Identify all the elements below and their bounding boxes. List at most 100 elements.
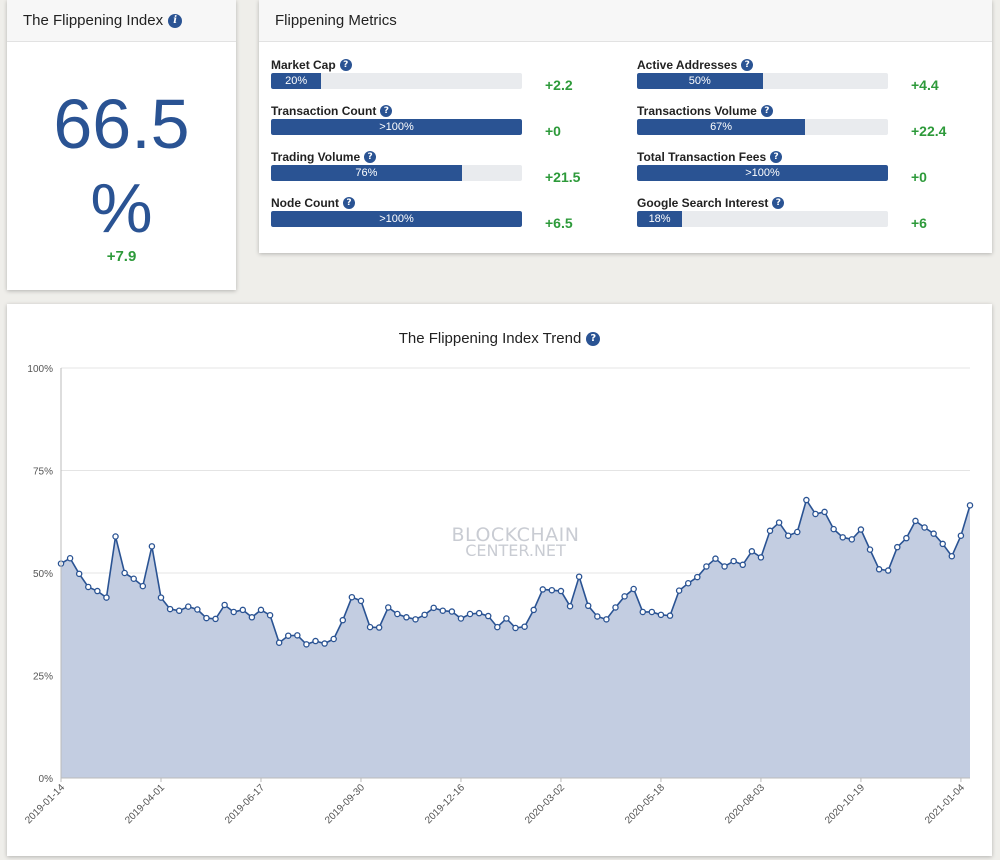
metric-change: +22.4 [911, 123, 947, 139]
y-tick-label: 25% [33, 672, 53, 683]
data-point [475, 609, 483, 617]
data-point [930, 530, 937, 537]
data-point [748, 548, 756, 555]
data-point [675, 587, 683, 594]
data-point [594, 613, 601, 620]
data-point [766, 527, 774, 535]
metric-change: +21.5 [545, 169, 581, 185]
data-point [894, 543, 901, 551]
data-point [494, 623, 501, 631]
data-point [503, 615, 510, 622]
metric-progress-bar: 50% [637, 73, 888, 89]
data-point [348, 593, 356, 601]
metric-label-text: Google Search Interest [637, 196, 769, 210]
metric-label: Trading Volume? [271, 150, 377, 164]
metric-change: +4.4 [911, 77, 939, 93]
data-point [866, 546, 874, 553]
data-point [821, 508, 828, 516]
data-point [875, 566, 883, 573]
info-icon[interactable]: i [168, 13, 183, 28]
metric-label: Total Transaction Fees? [637, 150, 783, 164]
metric-progress-bar: 67% [637, 119, 888, 135]
metric-label: Google Search Interest? [637, 196, 785, 210]
help-icon[interactable]: ? [772, 197, 785, 209]
data-point [85, 583, 92, 591]
data-point [148, 543, 156, 550]
data-point [248, 614, 256, 621]
help-icon[interactable]: ? [760, 105, 773, 117]
data-point [430, 604, 437, 612]
data-point [312, 637, 319, 645]
data-point [712, 555, 719, 562]
data-point [421, 611, 428, 619]
watermark-text: CENTER.NET [465, 541, 566, 560]
data-point [721, 563, 728, 570]
y-tick-label: 100% [27, 364, 53, 375]
data-point [357, 597, 365, 605]
data-point [803, 496, 810, 504]
data-point [957, 532, 965, 539]
data-point [666, 612, 674, 619]
metric-change: +0 [545, 123, 561, 139]
metric-label: Market Cap? [271, 58, 352, 72]
data-point [166, 605, 174, 613]
data-point [539, 586, 547, 593]
data-point [185, 603, 192, 610]
flippening-index-card: The Flippening Index i 66.5 % +7.9 [7, 0, 236, 290]
data-point [157, 594, 165, 601]
data-point [230, 608, 237, 616]
data-point [630, 585, 637, 593]
data-point [912, 517, 919, 525]
data-point [639, 608, 647, 616]
metric-progress-bar: >100% [637, 165, 888, 181]
data-point [375, 624, 383, 631]
data-point [366, 623, 374, 631]
data-point [330, 635, 337, 643]
flippening-metrics-card: Flippening Metrics Market Cap? 20% +2.2 Tra… [259, 0, 992, 253]
metric-progress-bar: >100% [271, 211, 522, 227]
x-tick-label: 2020-10-19 [823, 782, 867, 826]
metric-label: Active Addresses? [637, 58, 754, 72]
help-icon[interactable]: ? [770, 151, 783, 163]
data-point [384, 604, 392, 611]
data-point [775, 519, 783, 526]
x-tick-label: 2019-01-14 [23, 782, 67, 826]
x-tick-label: 2019-04-01 [123, 782, 167, 826]
help-icon[interactable]: ? [380, 105, 393, 117]
x-tick-label: 2019-12-16 [423, 782, 467, 826]
metric-progress-fill: 67% [637, 119, 806, 135]
data-point [694, 573, 701, 581]
data-point [394, 610, 401, 618]
data-point [239, 606, 247, 614]
data-point [857, 526, 865, 533]
data-point [884, 567, 892, 574]
data-point [703, 563, 710, 570]
y-tick-label: 50% [33, 569, 53, 580]
data-point [621, 593, 628, 600]
metric-progress-bar: 18% [637, 211, 888, 227]
help-icon[interactable]: ? [741, 59, 754, 71]
metric-label-text: Total Transaction Fees [637, 150, 767, 164]
help-icon[interactable]: ? [586, 331, 601, 346]
metric-label-text: Transaction Count [271, 104, 377, 118]
help-icon[interactable]: ? [339, 59, 352, 71]
data-point [848, 536, 856, 543]
metric-progress-fill: 76% [271, 165, 462, 181]
data-point [812, 510, 819, 518]
data-point [221, 601, 228, 609]
data-point [612, 604, 619, 611]
data-point [457, 615, 465, 622]
data-point [739, 561, 747, 569]
metric-progress-fill: 20% [271, 73, 322, 89]
metric-label: Node Count? [271, 196, 355, 210]
data-point [575, 573, 583, 580]
data-point [948, 552, 956, 560]
help-icon[interactable]: ? [343, 197, 355, 209]
data-point [175, 607, 183, 614]
metrics-card-header: Flippening Metrics [259, 0, 992, 42]
help-icon[interactable]: ? [364, 151, 377, 163]
y-tick-label: 0% [39, 774, 54, 785]
data-point [603, 616, 610, 623]
data-point [730, 557, 737, 565]
